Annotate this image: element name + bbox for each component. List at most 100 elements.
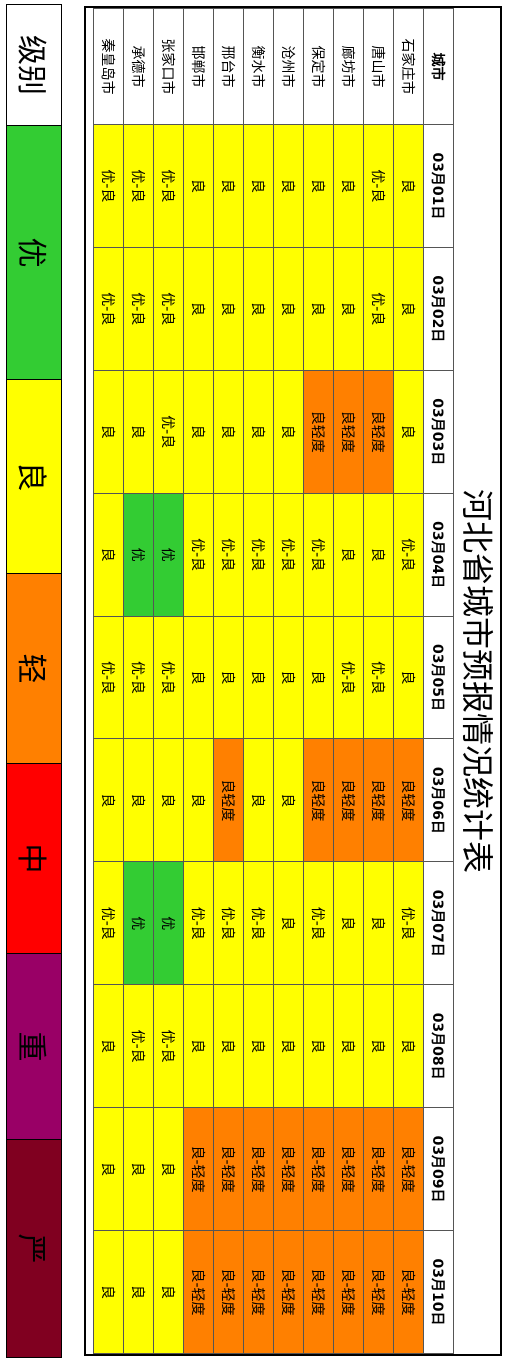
table-row: 张家口市 优-良 优-良 优-良优优-良良优优-良良良 — [153, 8, 184, 1354]
level-cell: 优-良 — [93, 124, 124, 248]
level-cell: 优-良 — [363, 124, 394, 248]
level-cell: 良 — [93, 370, 124, 494]
level-cell: 良 — [183, 247, 214, 371]
level-cell: 良-轻度 — [213, 1230, 244, 1354]
level-cell: 良轻度 — [213, 738, 244, 862]
header-cell: 03月07日 — [423, 861, 454, 985]
level-cell: 良-轻度 — [273, 1230, 304, 1354]
level-cell: 良 — [333, 861, 364, 985]
level-cell: 优-良 — [153, 247, 184, 371]
level-cell: 良轻度 — [363, 738, 394, 862]
title: 河北省城市预报情况统计表 — [458, 488, 496, 873]
level-cell: 良 — [93, 984, 124, 1108]
level-cell: 良轻度 — [303, 370, 334, 494]
level-cell: 良 — [393, 616, 424, 739]
header-cell: 03月10日 — [423, 1230, 454, 1354]
legend-label: 级别 — [7, 5, 61, 125]
level-cell: 良 — [243, 247, 274, 371]
level-cell: 良轻度 — [303, 738, 334, 862]
level-cell: 良-轻度 — [393, 1107, 424, 1231]
level-cell: 优-良 — [303, 493, 334, 617]
legend-item: 严 — [7, 1139, 61, 1357]
level-cell: 良 — [93, 738, 124, 862]
level-cell: 优-良 — [213, 861, 244, 985]
header-cell: 03月08日 — [423, 984, 454, 1108]
level-cell: 良-轻度 — [243, 1107, 274, 1231]
level-cell: 良 — [393, 247, 424, 371]
level-cell: 良 — [183, 124, 214, 248]
level-cell: 良 — [273, 738, 304, 862]
level-cell: 良-轻度 — [243, 1230, 274, 1354]
level-cell: 良 — [183, 984, 214, 1108]
city-cell: 保定市 — [303, 8, 334, 125]
level-cell: 优-良 — [183, 861, 214, 985]
level-cell: 良 — [243, 124, 274, 248]
table-frame: 河北省城市预报情况统计表 城市 03月01日 03月02日 03月03日 03月04日 0… — [84, 6, 502, 1356]
table-row: 邯郸市良良良优-良良良优-良良良-轻度 良-轻度 — [183, 8, 214, 1354]
level-cell: 良 — [273, 124, 304, 248]
level-cell: 良 — [93, 493, 124, 617]
level-cell: 良 — [243, 984, 274, 1108]
level-cell: 优 — [153, 861, 184, 985]
level-cell: 良 — [153, 1230, 184, 1354]
legend-item: 重 — [7, 953, 61, 1139]
city-cell: 衡水市 — [243, 8, 274, 125]
level-cell: 优-良 — [153, 984, 184, 1108]
level-cell: 良 — [273, 370, 304, 494]
city-cell: 邢台市 — [213, 8, 244, 125]
level-cell: 良 — [183, 738, 214, 862]
forecast-table: 城市 03月01日 03月02日 03月03日 03月04日 03月05日 03月06日 03… — [93, 8, 454, 1354]
table-row: 石家庄市良良良优-良良良轻度 优-良良良-轻度 良-轻度 — [393, 8, 424, 1354]
level-cell: 良 — [213, 616, 244, 739]
header-row: 城市 03月01日 03月02日 03月03日 03月04日 03月05日 03月06日 03… — [423, 8, 454, 1354]
legend-item: 优 — [7, 125, 61, 379]
level-cell: 良 — [183, 370, 214, 494]
legend-item: 中 — [7, 763, 61, 953]
table-body: 石家庄市良良良优-良良良轻度 优-良良良-轻度 良-轻度 唐山市 优-良 优-良 良轻度良优… — [93, 8, 424, 1354]
level-cell: 良 — [183, 616, 214, 739]
level-cell: 良-轻度 — [333, 1107, 364, 1231]
level-cell: 良-轻度 — [363, 1230, 394, 1354]
level-cell: 优-良 — [213, 493, 244, 617]
city-cell: 沧州市 — [273, 8, 304, 125]
level-cell: 良 — [123, 1107, 154, 1231]
level-cell: 优 — [123, 493, 154, 617]
level-cell: 优-良 — [243, 861, 274, 985]
city-cell: 唐山市 — [363, 8, 394, 125]
level-cell: 良轻度 — [333, 370, 364, 494]
level-cell: 良 — [333, 247, 364, 371]
level-cell: 优-良 — [153, 370, 184, 494]
level-cell: 良 — [303, 247, 334, 371]
table-row: 承德市 优-良 优-良良优优-良良优优-良良良 — [123, 8, 154, 1354]
city-cell: 邯郸市 — [183, 8, 214, 125]
level-cell: 良 — [333, 984, 364, 1108]
level-cell: 良轻度 — [333, 738, 364, 862]
level-cell: 优-良 — [363, 247, 394, 371]
level-cell: 良 — [213, 984, 244, 1108]
level-cell: 良 — [123, 370, 154, 494]
city-cell: 张家口市 — [153, 8, 184, 125]
level-cell: 良 — [363, 493, 394, 617]
level-cell: 优-良 — [303, 861, 334, 985]
level-cell: 良-轻度 — [303, 1230, 334, 1354]
legend-item: 良 — [7, 379, 61, 573]
table-row: 邢台市良良良优-良良良轻度 优-良良良-轻度 良-轻度 — [213, 8, 244, 1354]
level-cell: 良 — [93, 1230, 124, 1354]
level-cell: 良-轻度 — [183, 1107, 214, 1231]
level-cell: 良 — [333, 493, 364, 617]
level-cell: 良-轻度 — [273, 1107, 304, 1231]
level-cell: 良 — [363, 861, 394, 985]
level-cell: 良 — [243, 616, 274, 739]
level-cell: 良 — [123, 1230, 154, 1354]
level-cell: 良-轻度 — [393, 1230, 424, 1354]
level-cell: 优 — [153, 493, 184, 617]
legend: 级别优良轻中重严 — [6, 4, 62, 1358]
city-cell: 秦皇岛市 — [93, 8, 124, 125]
level-cell: 良轻度 — [393, 738, 424, 862]
header-cell: 03月06日 — [423, 738, 454, 862]
level-cell: 良-轻度 — [183, 1230, 214, 1354]
level-cell: 优-良 — [153, 616, 184, 739]
level-cell: 良 — [243, 370, 274, 494]
level-cell: 良 — [213, 370, 244, 494]
